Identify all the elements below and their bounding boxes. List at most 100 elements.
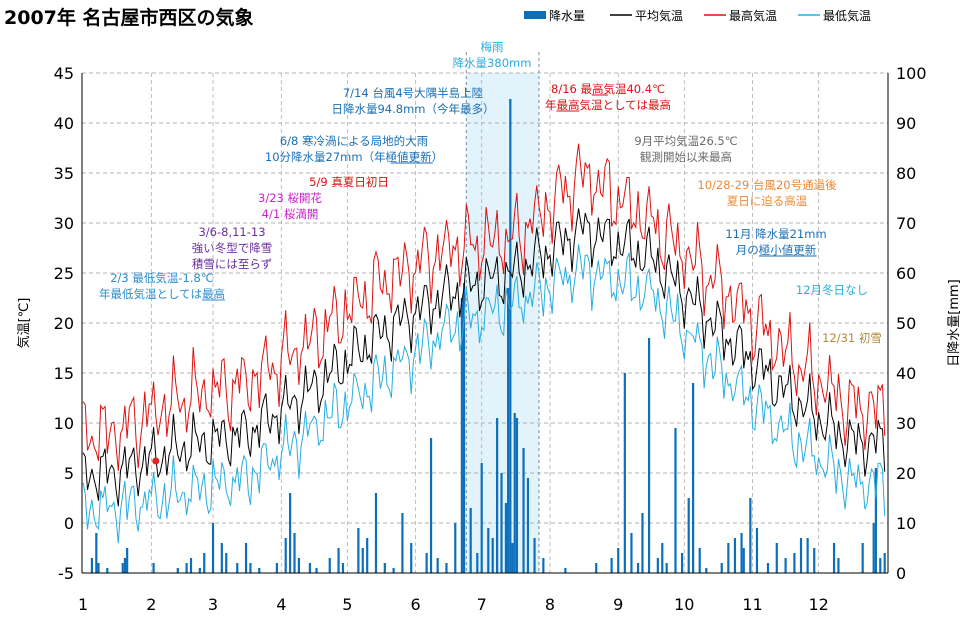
y-right-tick-label: 50 <box>896 314 916 333</box>
precip-bar <box>727 543 730 573</box>
y-right-tick-label: 60 <box>896 264 916 283</box>
annotation-line: 12月冬日なし <box>796 283 868 297</box>
annotation-line: 6/8 寒冷渦による局地的大雨 <box>280 134 428 148</box>
precip-bar <box>297 558 301 573</box>
precip-bar <box>813 548 816 573</box>
y-right-tick-label: 30 <box>896 414 916 433</box>
annotation-line: 4/1 桜満開 <box>262 207 319 221</box>
precip-bar <box>460 298 463 573</box>
precip-bar <box>328 558 331 573</box>
precip-bar <box>513 413 516 573</box>
min-temp-line <box>82 244 886 544</box>
precip-bar <box>522 448 525 573</box>
precip-bar <box>203 553 206 573</box>
y-left-tick-label: 45 <box>54 64 74 83</box>
x-tick-label: 10 <box>674 595 694 614</box>
legend-precip-label: 降水量 <box>549 9 585 23</box>
precip-bar <box>775 543 778 573</box>
y-left-tick-label: 25 <box>54 264 74 283</box>
precip-bar <box>236 563 239 573</box>
x-tick-label: 11 <box>742 595 762 614</box>
precip-bar <box>509 99 512 573</box>
max-temp-line <box>82 143 886 471</box>
precip-bar <box>275 563 278 573</box>
record-marker <box>152 457 160 465</box>
precip-bar <box>491 538 494 573</box>
precip-bar <box>392 568 395 573</box>
annotation-jan: 2/3 最低気温-1.8℃ 年最低気温としては最高 <box>99 271 225 301</box>
precip-bar <box>623 373 626 573</box>
x-tick-label: 7 <box>477 595 487 614</box>
precip-bar <box>617 548 620 573</box>
chart-title: 2007年 名古屋市西区の気象 <box>4 6 254 29</box>
y-axis-right-title: 日降水量[mm] <box>947 279 962 366</box>
precip-bar <box>661 543 664 573</box>
y-left-tick-label: -5 <box>58 564 74 583</box>
precip-bar <box>740 533 743 573</box>
precip-bar <box>630 533 633 573</box>
precip-bar <box>284 538 287 573</box>
precip-bar <box>507 288 510 573</box>
precip-bar <box>487 528 490 573</box>
precip-bar <box>293 533 296 573</box>
precip-bar <box>429 438 433 573</box>
precip-bar <box>249 563 252 573</box>
precip-bar <box>374 493 378 573</box>
precip-bar <box>361 548 364 573</box>
annotation-line: 7/14 台風4号大隅半島上陸 <box>343 86 484 100</box>
y-right-tick-label: 90 <box>896 114 916 133</box>
precip-bar <box>357 528 360 573</box>
y-left-tick-label: 10 <box>54 414 74 433</box>
precip-bar <box>861 543 864 573</box>
legend: 降水量 平均気温 最高気温 最低気温 <box>524 8 871 23</box>
precip-bar <box>258 568 261 573</box>
precip-bar <box>480 463 483 573</box>
y-left-tick-label: 35 <box>54 164 74 183</box>
annotation-sep: 9月平均気温26.5℃ 観測開始以来最高 <box>634 134 737 164</box>
y-right-tick-label: 0 <box>896 564 906 583</box>
precip-bar <box>198 568 201 573</box>
x-tick-label: 9 <box>613 595 623 614</box>
precip-bar <box>698 548 701 573</box>
annotation-manatsu: 5/9 真夏日初日 <box>309 175 389 189</box>
precip-bar <box>872 523 875 573</box>
precip-bar <box>106 568 109 573</box>
precip-bar <box>496 418 499 573</box>
precip-bar <box>244 543 248 573</box>
precip-bar <box>504 503 508 573</box>
annotation-line: 日降水量94.8mm（今年最多） <box>331 102 494 116</box>
annotation-line: 3/23 桜開花 <box>258 191 322 205</box>
annotation-line: 8/16 最高気温40.4℃ <box>551 82 665 96</box>
precip-bar <box>289 493 292 573</box>
precip-bar <box>610 558 613 573</box>
annotation-sakura: 3/23 桜開花 4/1 桜満開 <box>258 191 322 221</box>
precip-bar <box>185 563 188 573</box>
precip-bar <box>97 563 100 573</box>
annotation-line: 夏日に迫る高温 <box>727 194 808 208</box>
precip-bars <box>90 99 886 573</box>
annotation-line: 2/3 最低気温-1.8℃ <box>110 271 214 285</box>
y-right-tick-label: 70 <box>896 214 916 233</box>
precip-bar <box>95 533 98 573</box>
precip-bar <box>121 563 124 573</box>
precip-bar <box>454 523 457 573</box>
y-right-tick-label: 80 <box>896 164 916 183</box>
annotation-line: 年最低気温としては最高 <box>99 287 225 301</box>
x-tick-label: 4 <box>276 595 286 614</box>
legend-min-label: 最低気温 <box>823 8 871 23</box>
precip-bar <box>410 543 413 573</box>
precip-bar <box>674 428 677 573</box>
y-left-tick-label: 5 <box>64 464 74 483</box>
precip-bar <box>647 338 651 573</box>
annotation-dec: 12月冬日なし <box>796 283 868 297</box>
annotation-hatsuyuki: 12/31 初雪 <box>822 331 882 345</box>
y-right-tick-label: 100 <box>896 64 927 83</box>
precip-bar <box>799 538 803 573</box>
precip-bar <box>341 563 345 573</box>
annotation-line: 12/31 初雪 <box>822 331 882 345</box>
precip-bar <box>366 538 369 573</box>
y-left-tick-label: 20 <box>54 314 74 333</box>
